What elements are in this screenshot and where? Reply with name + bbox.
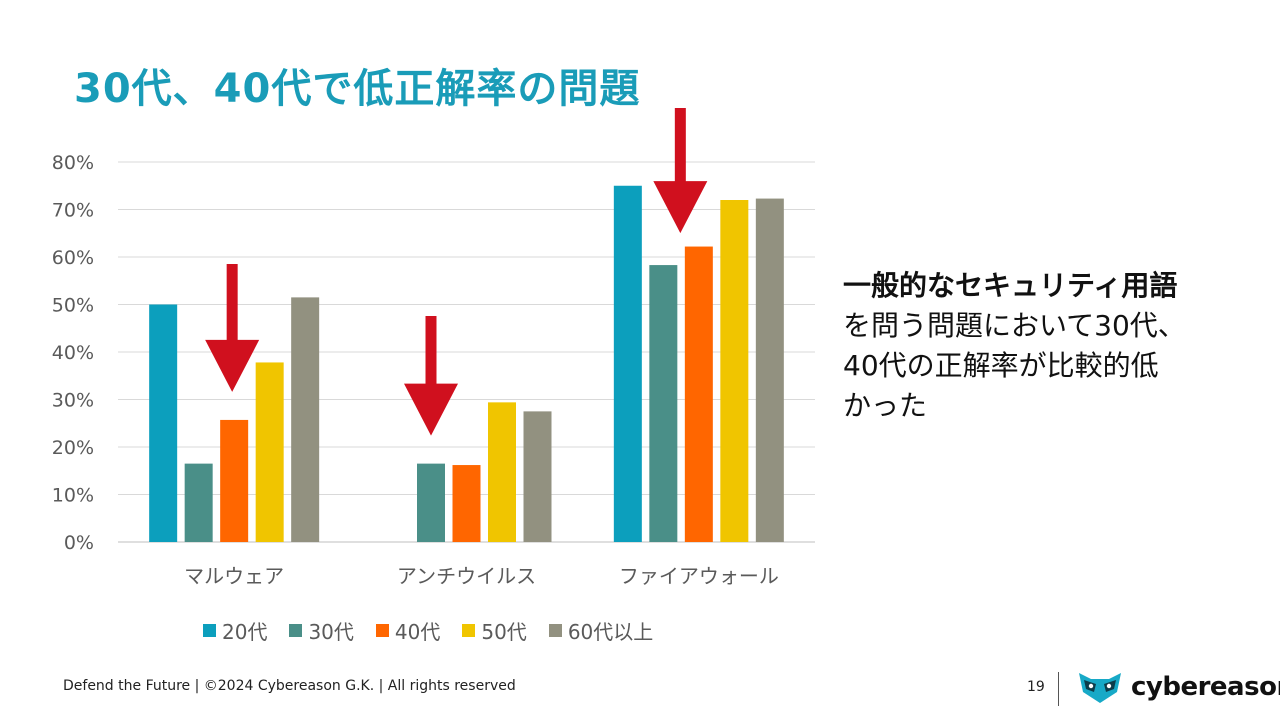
- y-tick-label: 40%: [52, 342, 94, 364]
- bar: [255, 362, 284, 542]
- legend-item: 40代: [375, 616, 441, 645]
- legend-label: 60代以上: [567, 620, 654, 644]
- bar: [720, 200, 749, 542]
- legend-swatch: [548, 624, 562, 637]
- annotation-arrow: [404, 316, 458, 436]
- chart-legend: 20代 30代 40代 50代 60代以上: [203, 616, 653, 645]
- legend-item: 60代以上: [548, 616, 654, 645]
- page-number: 19: [1027, 679, 1045, 695]
- legend-swatch: [462, 624, 476, 637]
- bar: [755, 198, 784, 542]
- bar: [452, 465, 481, 542]
- bar: [523, 411, 552, 542]
- x-category-label: ファイアウォール: [619, 564, 779, 588]
- page-title: 30代、40代で低正解率の問題: [74, 66, 641, 112]
- y-tick-label: 10%: [52, 485, 94, 507]
- legend-item: 50代: [462, 616, 527, 645]
- legend-item: 20代: [203, 616, 267, 645]
- bar: [291, 297, 320, 542]
- summary-line-1: を問う問題において30代、: [843, 309, 1186, 342]
- y-tick-label: 0%: [64, 532, 94, 554]
- x-category-label: アンチウイルス: [397, 564, 536, 588]
- y-tick-label: 50%: [52, 295, 94, 317]
- annotation-arrow: [205, 264, 260, 392]
- bar: [149, 304, 178, 542]
- bar-chart: 0% 10% 20% 30% 40% 50% 60% 70% 80% マルウェア アンチウイルス ファ…: [52, 108, 815, 588]
- legend-swatch: [289, 624, 303, 637]
- legend-label: 30代: [308, 620, 354, 644]
- summary-line-3: かった: [843, 389, 928, 422]
- legend-label: 50代: [481, 620, 527, 644]
- y-tick-label: 20%: [52, 437, 94, 459]
- x-category-label: マルウェア: [184, 564, 284, 588]
- y-tick-label: 80%: [52, 152, 94, 174]
- y-tick-label: 30%: [52, 390, 94, 412]
- y-tick-label: 70%: [52, 200, 94, 222]
- owl-logo-icon: [1079, 673, 1121, 703]
- annotation-arrow: [653, 108, 708, 234]
- y-tick-label: 60%: [52, 247, 94, 269]
- bar: [488, 402, 516, 542]
- legend-swatch: [375, 624, 389, 637]
- bar: [613, 185, 642, 542]
- summary-line-2: 40代の正解率が比較的低: [843, 349, 1159, 382]
- summary-bold-line: 一般的なセキュリティ用語: [843, 269, 1178, 302]
- footer-divider: [1058, 672, 1059, 706]
- cybereason-logo: cybereason: [1077, 670, 1280, 704]
- bar: [184, 463, 213, 542]
- logo-text: cybereason: [1131, 672, 1280, 702]
- bar: [684, 246, 713, 543]
- bar: [220, 419, 249, 542]
- summary-text: 一般的なセキュリティ用語 を問う問題において30代、 40代の正解率が比較的低 …: [843, 266, 1243, 426]
- legend-swatch: [203, 624, 216, 637]
- legend-label: 20代: [222, 620, 268, 644]
- bar: [649, 265, 678, 542]
- legend-label: 40代: [394, 620, 441, 644]
- bar: [417, 463, 445, 542]
- legend-item: 30代: [289, 616, 354, 645]
- footer-copyright: Defend the Future | ©2024 Cybereason G.K…: [63, 678, 516, 694]
